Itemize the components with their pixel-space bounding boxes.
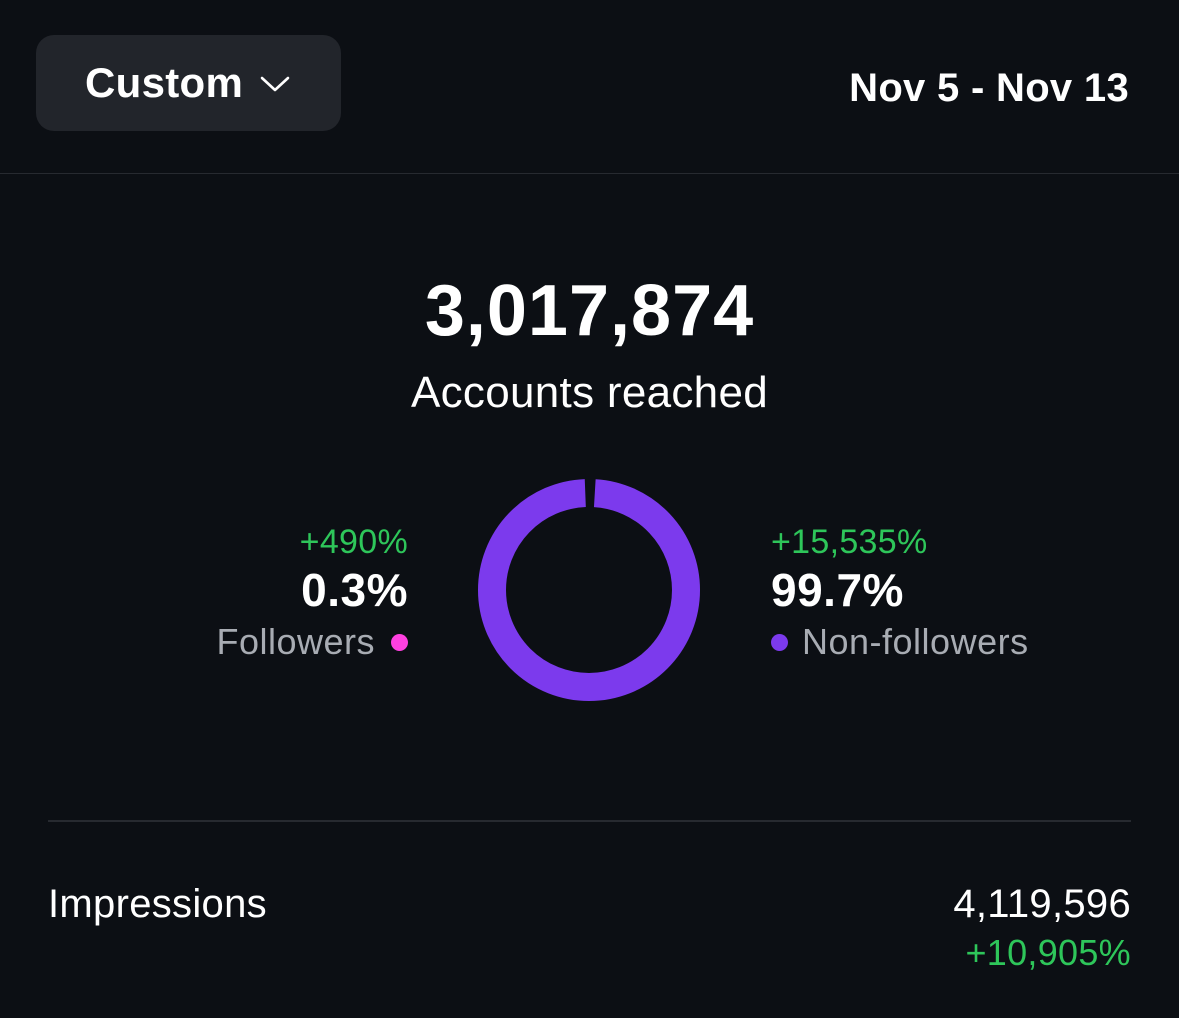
- header-bar: Custom Nov 5 - Nov 13: [0, 0, 1179, 174]
- donut-slice-non-followers: [478, 479, 700, 701]
- accounts-reached-count: 3,017,874: [424, 271, 755, 351]
- followers-share: 0.3%: [301, 564, 408, 616]
- followers-stats: +490% 0.3% Followers: [216, 520, 408, 668]
- non-followers-share: 99.7%: [771, 564, 904, 616]
- date-range-text: Nov 5 - Nov 13: [849, 66, 1129, 110]
- date-range-dropdown[interactable]: Custom: [36, 35, 341, 131]
- non-followers-label: Non-followers: [802, 621, 1029, 662]
- followers-legend-dot: [391, 633, 408, 651]
- non-followers-stats: +15,535% 99.7% Non-followers: [771, 520, 1029, 668]
- section-divider: [48, 820, 1131, 822]
- accounts-reached-label: Accounts reached: [410, 368, 768, 417]
- reach-donut-chart: [478, 479, 700, 701]
- impressions-value: 4,119,596: [953, 882, 1131, 926]
- followers-change: +490%: [299, 523, 408, 561]
- impressions-change: +10,905%: [965, 932, 1131, 973]
- chevron-down-icon: [259, 74, 291, 94]
- non-followers-legend: Non-followers: [771, 616, 1029, 668]
- followers-label: Followers: [216, 621, 375, 662]
- impressions-row[interactable]: Impressions 4,119,596 +10,905%: [48, 880, 1131, 980]
- non-followers-legend-dot: [771, 633, 788, 651]
- range-label: Custom: [85, 59, 244, 106]
- impressions-label: Impressions: [48, 882, 267, 926]
- followers-legend: Followers: [216, 616, 408, 668]
- non-followers-change: +15,535%: [771, 523, 928, 561]
